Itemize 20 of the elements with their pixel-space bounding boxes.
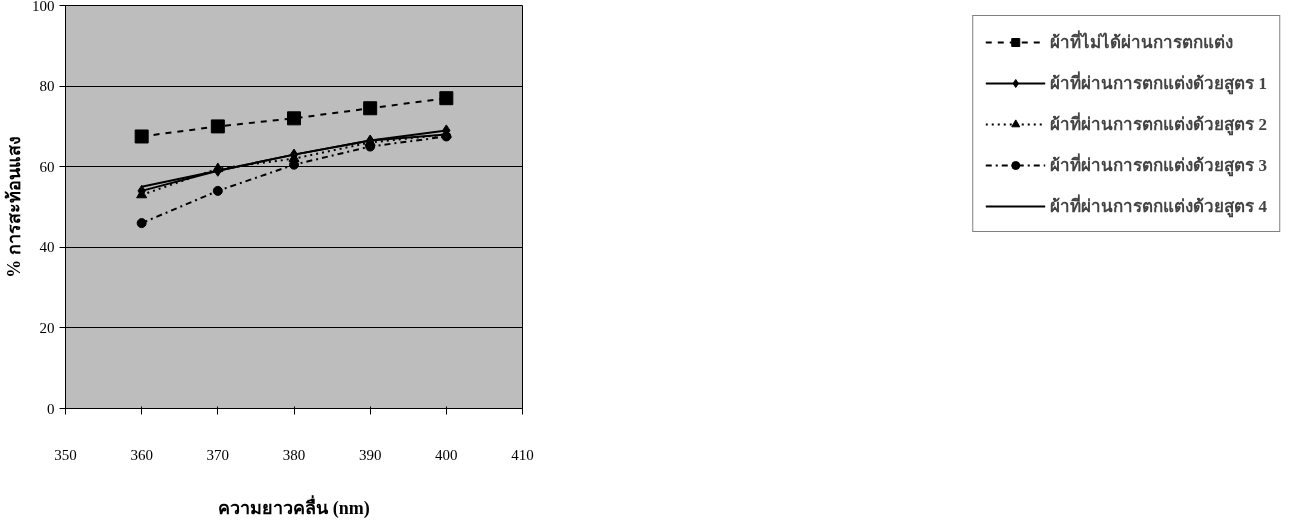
legend-label: ผ้าที่ผ่านการตกแต่งด้วยสูตร 1 [1050, 70, 1267, 96]
legend-label: ผ้าที่ผ่านการตกแต่งด้วยสูตร 2 [1050, 111, 1267, 137]
legend-label: ผ้าที่ผ่านการตกแต่งด้วยสูตร 4 [1050, 193, 1267, 219]
y-tick-label: 20 [39, 319, 55, 336]
x-tick-label: 360 [130, 446, 153, 463]
y-axis-title: % การสะท้อนแสง [4, 136, 24, 278]
x-tick-label: 350 [54, 446, 77, 463]
legend-label: ผ้าที่ผ่านการตกแต่งด้วยสูตร 3 [1050, 152, 1267, 178]
legend-label: ผ้าที่ไม่ได้ผ่านการตกแต่ง [1050, 29, 1234, 54]
y-tick-label: 0 [47, 400, 55, 417]
y-tick-label: 100 [32, 0, 55, 14]
x-tick-label: 410 [511, 446, 534, 463]
y-tick-label: 40 [39, 239, 55, 256]
x-tick-label: 400 [435, 446, 458, 463]
y-tick-label: 80 [39, 78, 55, 95]
y-tick-label: 60 [39, 158, 55, 175]
x-tick-label: 380 [282, 446, 306, 463]
x-tick-label: 370 [206, 446, 230, 463]
x-tick-label: 390 [358, 446, 382, 463]
x-axis-title: ความยาวคลื่น (nm) [218, 494, 370, 519]
